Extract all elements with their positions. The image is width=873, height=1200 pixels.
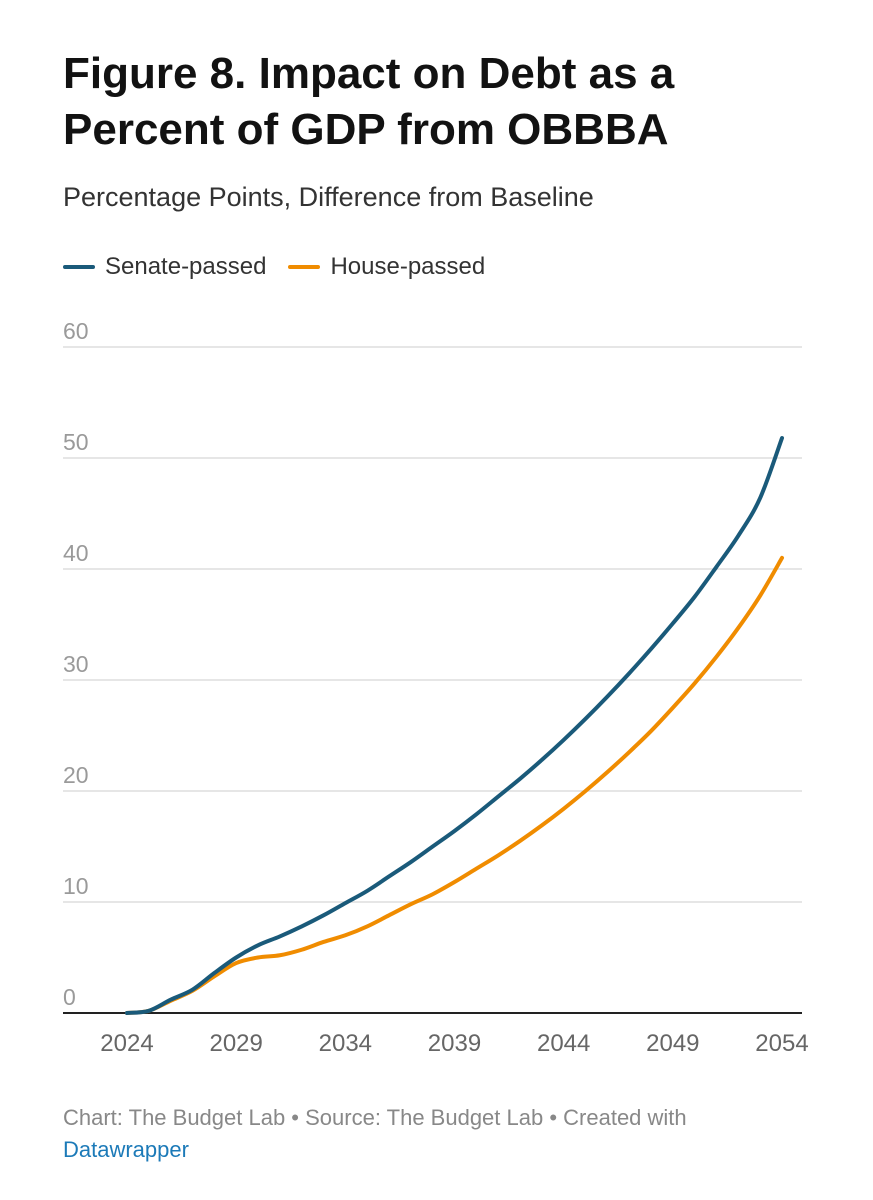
x-tick-label: 2049 — [646, 1030, 699, 1057]
legend: Senate-passed House-passed — [63, 253, 507, 281]
x-tick-label: 2044 — [537, 1030, 590, 1057]
legend-label-senate: Senate-passed — [105, 253, 267, 280]
series-line-house — [125, 555, 784, 1015]
y-tick-label: 50 — [63, 429, 89, 455]
x-tick-label: 2034 — [319, 1030, 372, 1057]
y-axis-ticks: 0 10 20 30 40 50 60 — [63, 318, 89, 1010]
grid-lines — [63, 346, 802, 1014]
y-tick-label: 40 — [63, 540, 89, 566]
datawrapper-link[interactable]: Datawrapper — [63, 1137, 189, 1162]
x-tick-label: 2039 — [428, 1030, 481, 1057]
chart-footer: Chart: The Budget Lab • Source: The Budg… — [63, 1102, 853, 1166]
y-tick-label: 10 — [63, 873, 89, 899]
legend-item-house: House-passed — [288, 253, 485, 281]
legend-swatch-senate — [63, 265, 95, 269]
footer-credit: Chart: The Budget Lab • Source: The Budg… — [63, 1105, 687, 1130]
legend-label-house: House-passed — [330, 253, 486, 280]
legend-swatch-house — [288, 265, 321, 269]
y-tick-label: 60 — [63, 318, 89, 344]
series-lines — [125, 436, 784, 1015]
legend-item-senate: Senate-passed — [63, 253, 266, 281]
y-tick-label: 20 — [63, 762, 89, 788]
chart-subtitle: Percentage Points, Difference from Basel… — [63, 182, 594, 212]
x-tick-label: 2054 — [755, 1030, 808, 1057]
x-axis-ticks: 2024 2029 2034 2039 2044 2049 2054 — [100, 1030, 808, 1057]
series-line-senate — [125, 436, 784, 1015]
y-tick-label: 0 — [63, 984, 76, 1010]
y-tick-label: 30 — [63, 651, 89, 677]
x-tick-label: 2024 — [100, 1030, 153, 1057]
x-tick-label: 2029 — [209, 1030, 262, 1057]
chart-title: Figure 8. Impact on Debt as a Percent of… — [63, 49, 675, 154]
